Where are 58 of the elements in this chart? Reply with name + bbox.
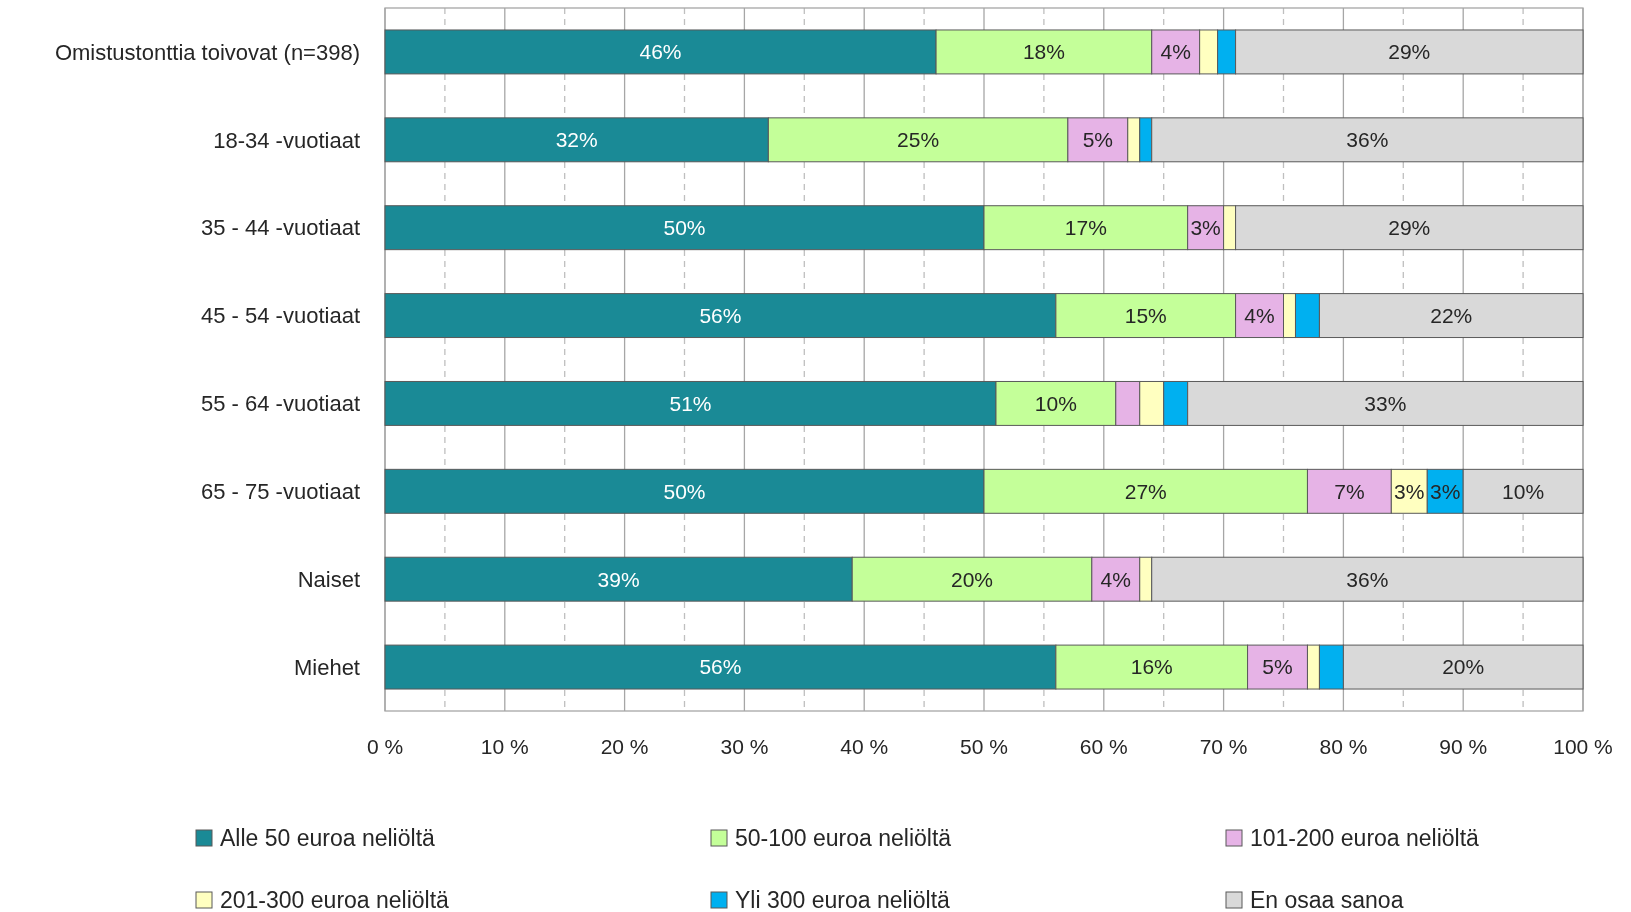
data-label: 4% xyxy=(1100,567,1131,591)
data-label: 36% xyxy=(1346,128,1389,152)
x-tick-label: 100 % xyxy=(1553,735,1613,759)
y-tick-label: 55 - 64 -vuotiaat xyxy=(201,391,360,417)
data-label: 50% xyxy=(663,216,706,240)
y-tick-label: 65 - 75 -vuotiaat xyxy=(201,479,360,505)
x-tick-label: 0 % xyxy=(366,735,404,759)
y-tick-label: Omistustonttia toivovat (n=398) xyxy=(54,39,360,65)
data-label: 3% xyxy=(1190,216,1221,240)
y-tick-label: 45 - 54 -vuotiaat xyxy=(201,303,360,329)
data-label: 18% xyxy=(1022,40,1065,64)
data-label: 5% xyxy=(1262,655,1293,679)
data-label: 16% xyxy=(1130,655,1173,679)
data-label: 29% xyxy=(1388,40,1431,64)
data-label: 25% xyxy=(897,128,940,152)
x-tick-label: 70 % xyxy=(1199,735,1248,759)
data-label: 4% xyxy=(1244,303,1275,327)
data-label: 10% xyxy=(1502,479,1545,503)
data-label: 27% xyxy=(1124,479,1167,503)
x-tick-label: 10 % xyxy=(480,735,529,759)
data-label: 10% xyxy=(1034,391,1077,415)
legend-label: 50-100 euroa neliöltä xyxy=(735,825,952,852)
data-label: 32% xyxy=(555,128,598,152)
y-tick-label: Miehet xyxy=(293,654,360,680)
data-label: 3% xyxy=(1430,479,1461,503)
x-tick-label: 20 % xyxy=(600,735,649,759)
data-label: 56% xyxy=(699,303,742,327)
x-tick-label: 30 % xyxy=(720,735,769,759)
data-label: 17% xyxy=(1064,216,1107,240)
data-label: 51% xyxy=(669,391,712,415)
legend-label: 101-200 euroa neliöltä xyxy=(1250,825,1480,852)
data-label: 3% xyxy=(1394,479,1425,503)
x-tick-label: 40 % xyxy=(840,735,889,759)
data-label: 22% xyxy=(1430,303,1473,327)
data-label: 15% xyxy=(1124,303,1167,327)
x-tick-label: 60 % xyxy=(1079,735,1128,759)
legend-label: 201-300 euroa neliöltä xyxy=(220,887,450,912)
data-label: 20% xyxy=(951,567,994,591)
data-label: 56% xyxy=(699,655,742,679)
data-label: 46% xyxy=(639,40,682,64)
legend-label: Alle 50 euroa neliöltä xyxy=(220,825,436,852)
legend-label: En osaa sanoa xyxy=(1250,887,1404,912)
data-label: 33% xyxy=(1364,391,1407,415)
y-tick-label: 18-34 -vuotiaat xyxy=(213,127,360,153)
legend-label: Yli 300 euroa neliöltä xyxy=(735,887,951,912)
data-label: 20% xyxy=(1442,655,1485,679)
data-label: 7% xyxy=(1334,479,1365,503)
data-label: 36% xyxy=(1346,567,1389,591)
x-tick-label: 50 % xyxy=(960,735,1008,759)
data-label: 50% xyxy=(663,479,706,503)
x-tick-label: 90 % xyxy=(1439,735,1488,759)
data-label: 5% xyxy=(1082,128,1113,152)
data-label: 39% xyxy=(597,567,640,591)
data-label: 4% xyxy=(1160,40,1191,64)
y-tick-label: Naiset xyxy=(297,566,360,592)
x-tick-label: 80 % xyxy=(1319,735,1368,759)
y-tick-label: 35 - 44 -vuotiaat xyxy=(201,215,360,241)
data-label: 29% xyxy=(1388,216,1431,240)
